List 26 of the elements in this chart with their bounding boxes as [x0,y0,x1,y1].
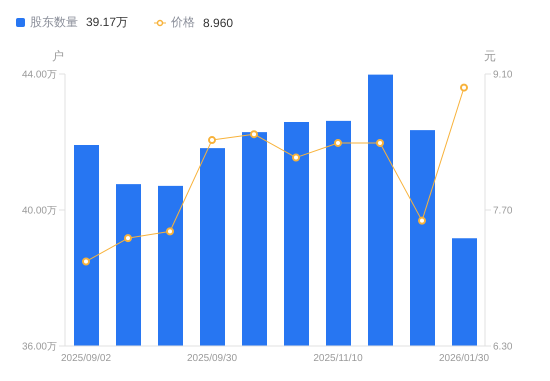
text: 8.960 [203,16,234,30]
y2-tick-label: 6.30 [493,342,513,353]
point [208,136,216,144]
point [418,216,426,225]
point [82,257,90,266]
point [292,154,300,162]
point [250,130,258,138]
y2-tick-label: 7.70 [493,206,513,217]
x-tick-label: 2025/11/10 [313,353,364,364]
x-tick-label: 2025/09/30 [186,353,238,364]
point [460,84,468,92]
x-tick-label: 2026/01/30 [438,353,490,364]
text: 39.17万 [86,14,128,31]
legend-label: 股东数量 [30,14,78,31]
point [124,234,132,242]
point [334,138,342,147]
y-tick-label: 40.00万 [22,206,57,217]
point [376,138,384,147]
y-axis-title: 户 [52,48,64,65]
point [166,227,174,236]
y2-axis-title: 元 [484,48,496,65]
legend-label: 价格 [171,14,196,31]
x-tick-label: 2025/09/02 [60,353,112,364]
y-tick-label: 36.00万 [22,342,57,353]
y2-tick-label: 9.10 [493,70,513,81]
y-tick-label: 44.00万 [22,70,57,81]
